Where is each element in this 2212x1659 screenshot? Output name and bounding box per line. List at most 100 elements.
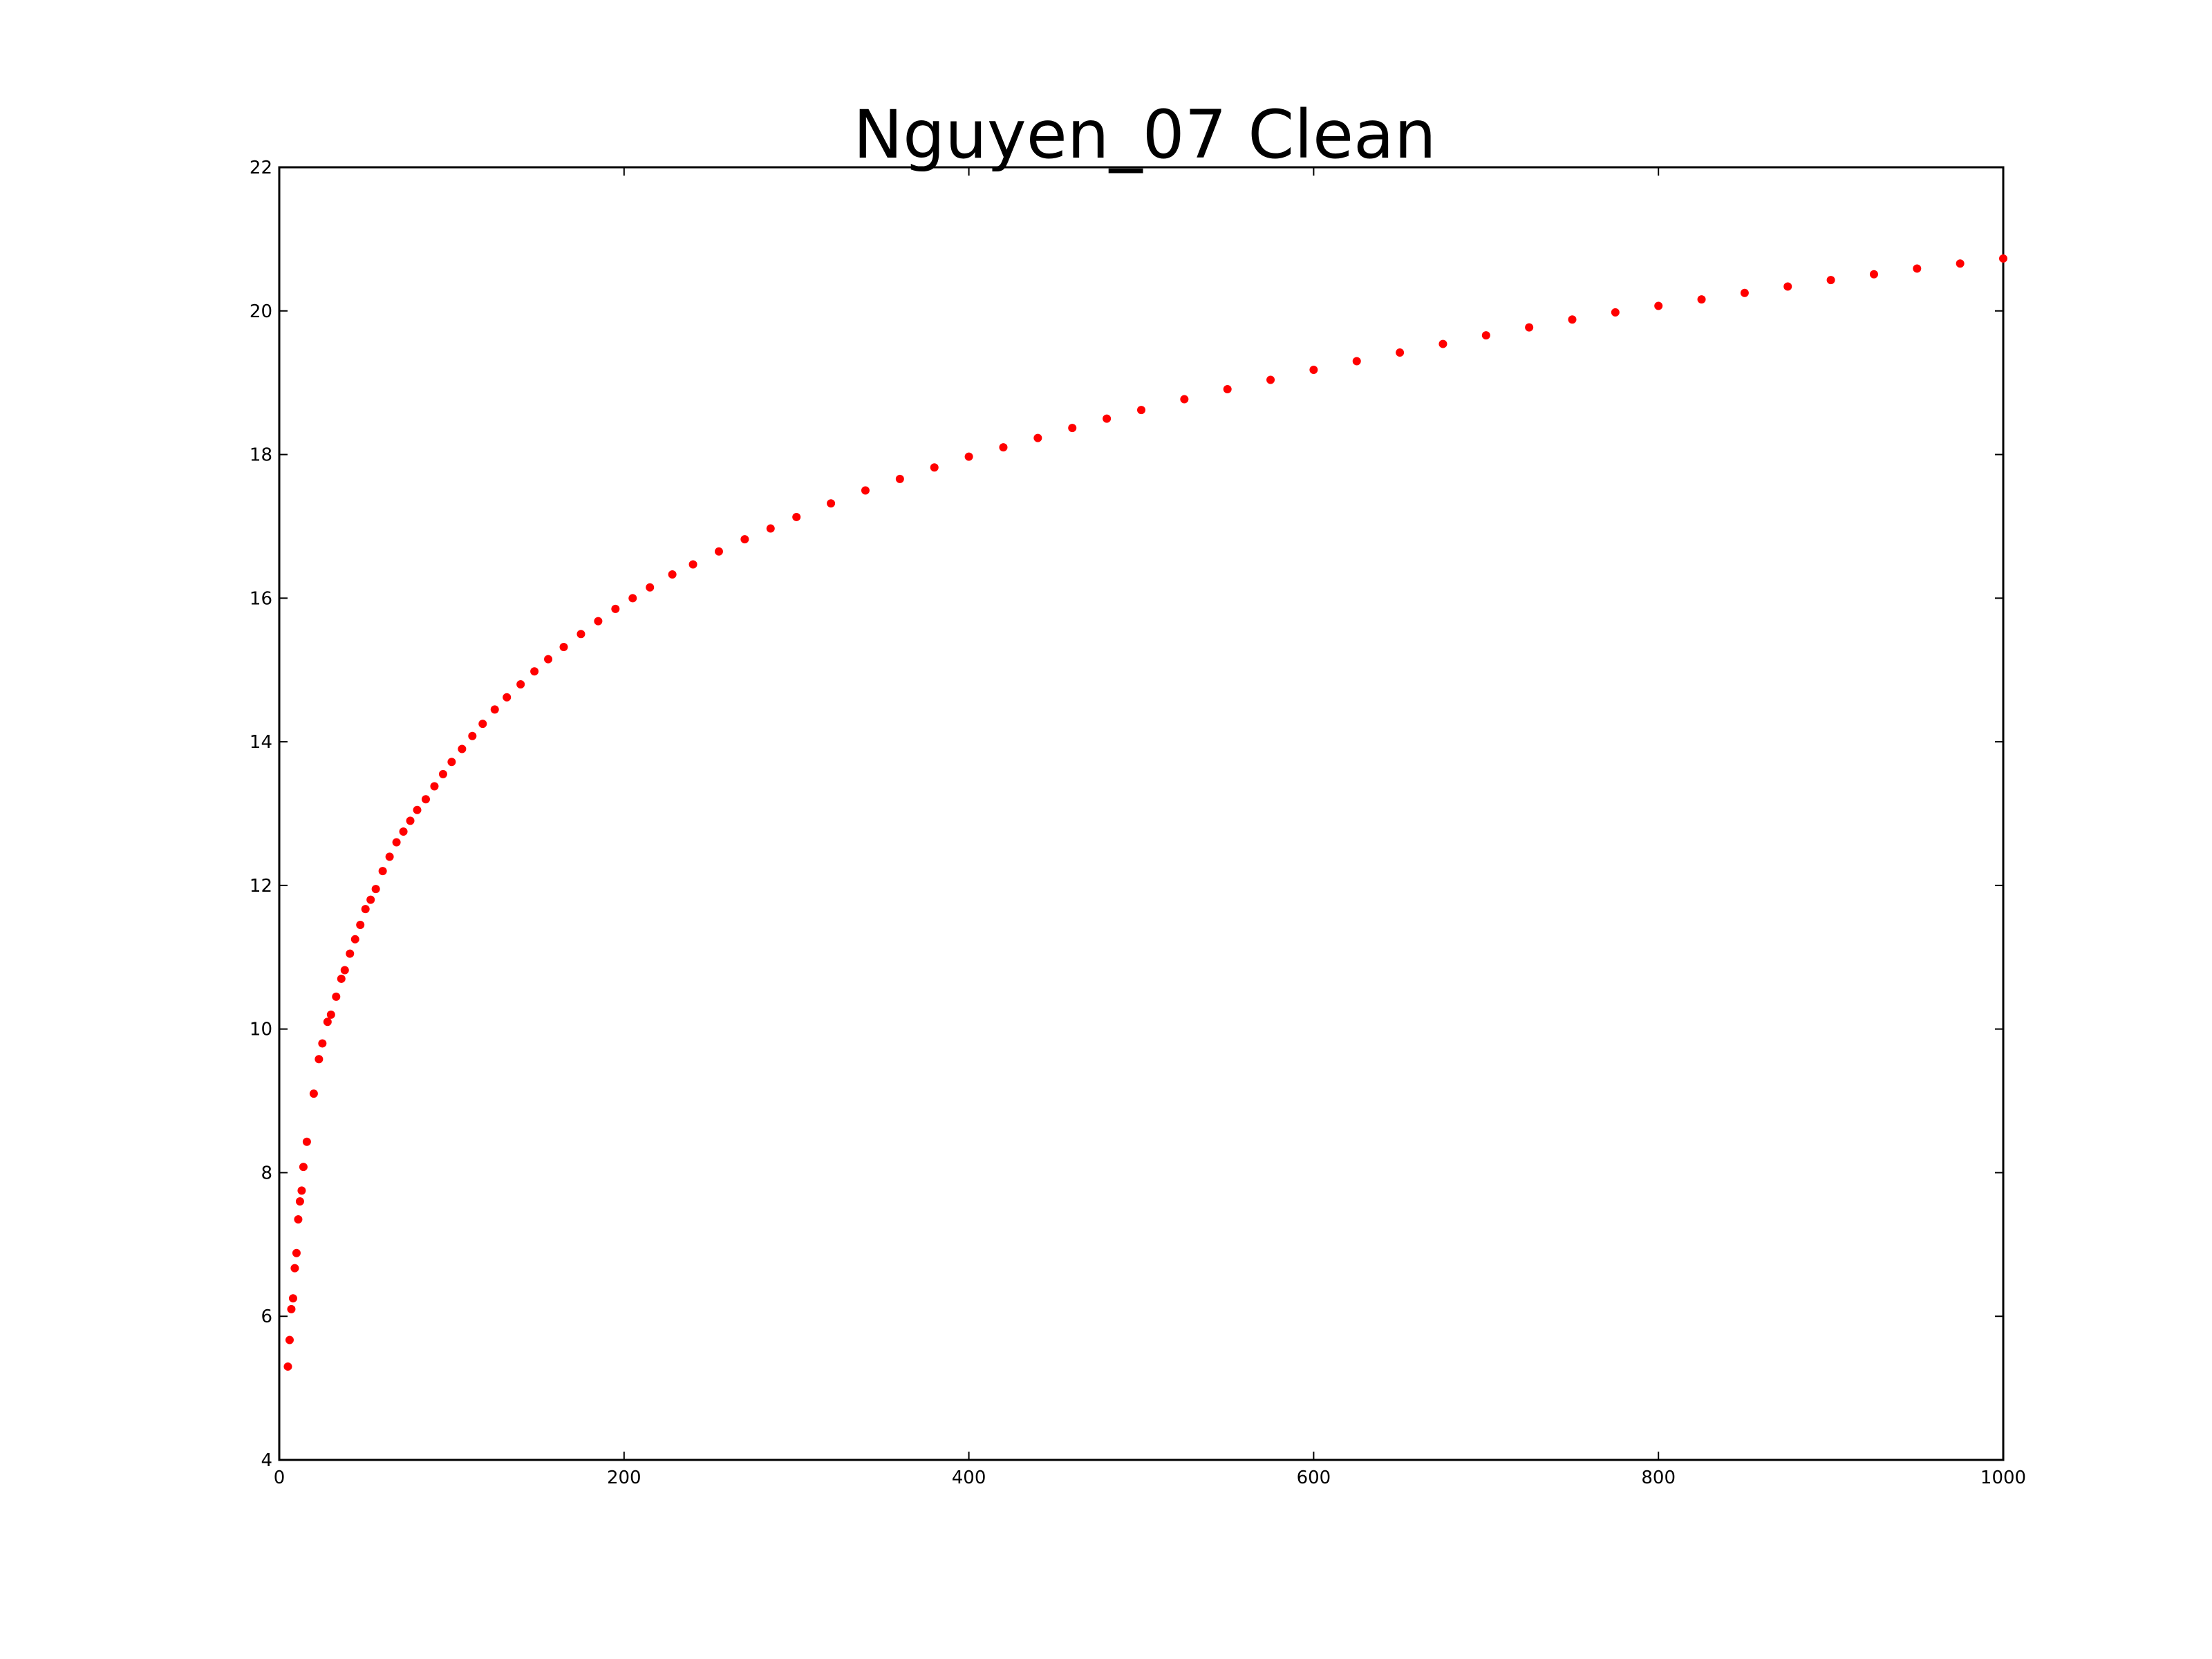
chart-title: Nguyen_07 Clean (853, 96, 1436, 174)
data-point (468, 731, 477, 740)
data-point (288, 1294, 297, 1303)
data-point (399, 827, 408, 836)
data-point (895, 474, 904, 483)
data-point (594, 617, 603, 626)
data-point (385, 852, 394, 861)
data-point (1103, 414, 1112, 423)
data-point (740, 535, 749, 544)
data-point (766, 524, 775, 533)
data-point (668, 570, 677, 579)
data-points (283, 254, 2007, 1371)
data-point (337, 974, 346, 983)
y-tick-label: 16 (250, 588, 272, 609)
data-point (1180, 395, 1189, 404)
data-point (326, 1010, 335, 1019)
data-point (297, 1186, 306, 1195)
data-point (340, 966, 349, 975)
y-tick-label: 4 (261, 1450, 272, 1471)
y-tick-label: 22 (250, 158, 272, 178)
data-point (999, 443, 1008, 452)
data-point (302, 1137, 311, 1146)
data-point (295, 1197, 304, 1206)
data-point (309, 1089, 318, 1098)
data-point (1913, 264, 1922, 273)
data-point (688, 560, 697, 569)
data-point (1396, 348, 1405, 357)
data-point (1309, 365, 1318, 374)
data-point (438, 769, 447, 778)
data-point (294, 1215, 303, 1224)
data-point (361, 905, 370, 914)
data-point (490, 705, 499, 714)
data-point (611, 604, 620, 613)
x-tick-label: 400 (952, 1468, 986, 1488)
data-point (1352, 357, 1361, 366)
data-point (1266, 375, 1275, 384)
data-point (350, 935, 359, 944)
data-point (1783, 282, 1792, 291)
data-point (392, 838, 401, 847)
data-point (283, 1362, 292, 1371)
data-point (318, 1039, 327, 1048)
data-point (861, 486, 870, 495)
y-tick-label: 12 (250, 876, 272, 897)
data-point (346, 949, 355, 958)
data-point (714, 547, 723, 556)
data-point (1826, 276, 1835, 285)
data-point (285, 1335, 294, 1344)
data-point (516, 680, 525, 688)
data-point (559, 642, 568, 651)
data-point (332, 992, 341, 1001)
data-point (1869, 270, 1878, 279)
data-point (1999, 254, 2007, 263)
data-point (378, 867, 387, 876)
data-point (406, 816, 415, 825)
data-point (930, 463, 939, 472)
data-point (292, 1248, 301, 1257)
data-point (447, 758, 456, 767)
x-tick-label: 600 (1297, 1468, 1331, 1488)
data-point (1438, 339, 1447, 348)
data-point (544, 655, 553, 664)
data-point (1740, 288, 1749, 297)
data-point (1137, 406, 1145, 415)
data-point (1956, 259, 1965, 268)
data-point (577, 630, 585, 639)
data-point (458, 744, 467, 753)
x-tick-label: 800 (1641, 1468, 1676, 1488)
data-point (503, 693, 512, 702)
data-point (323, 1018, 332, 1027)
x-tick-label: 0 (274, 1468, 285, 1488)
data-point (964, 452, 973, 461)
data-point (430, 782, 439, 791)
data-point (646, 583, 655, 592)
plot-area-frame (278, 166, 2005, 1461)
y-tick-label: 18 (250, 445, 272, 466)
data-point (290, 1264, 299, 1273)
data-point (478, 720, 487, 729)
data-point (792, 512, 801, 521)
data-point (421, 795, 430, 804)
y-tick-label: 8 (261, 1163, 272, 1183)
data-point (628, 594, 637, 603)
data-point (1611, 308, 1620, 317)
y-tick-label: 20 (250, 301, 272, 322)
data-point (827, 499, 836, 508)
x-tick-label: 200 (607, 1468, 641, 1488)
data-point (299, 1163, 308, 1172)
y-tick-label: 10 (250, 1020, 272, 1040)
y-tick-label: 14 (250, 732, 272, 753)
data-point (1068, 424, 1077, 433)
data-point (1033, 433, 1042, 442)
data-point (1697, 295, 1706, 304)
data-point (366, 895, 375, 904)
y-tick-label: 6 (261, 1306, 272, 1327)
data-point (356, 921, 365, 930)
data-point (413, 805, 422, 814)
data-point (287, 1304, 296, 1313)
data-point (1654, 301, 1663, 310)
data-point (371, 885, 380, 894)
data-point (530, 667, 539, 676)
axis-ticks: 0 200 400 600 800 1000 4 6 8 10 12 14 16 18 20 22 (250, 158, 2026, 1488)
data-point (1223, 385, 1232, 394)
